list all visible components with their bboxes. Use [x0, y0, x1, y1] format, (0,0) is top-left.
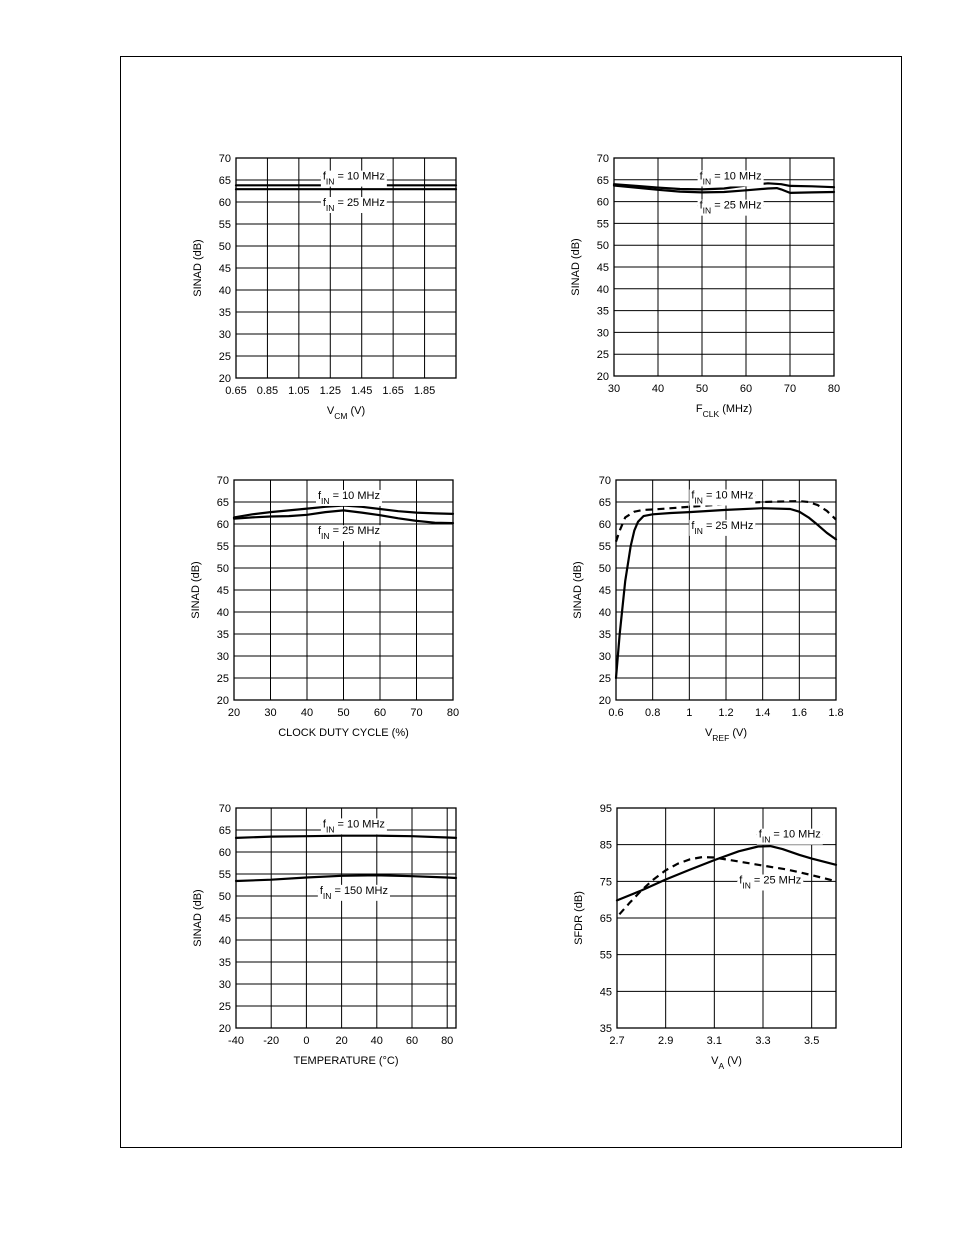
page-frame — [120, 56, 902, 1148]
